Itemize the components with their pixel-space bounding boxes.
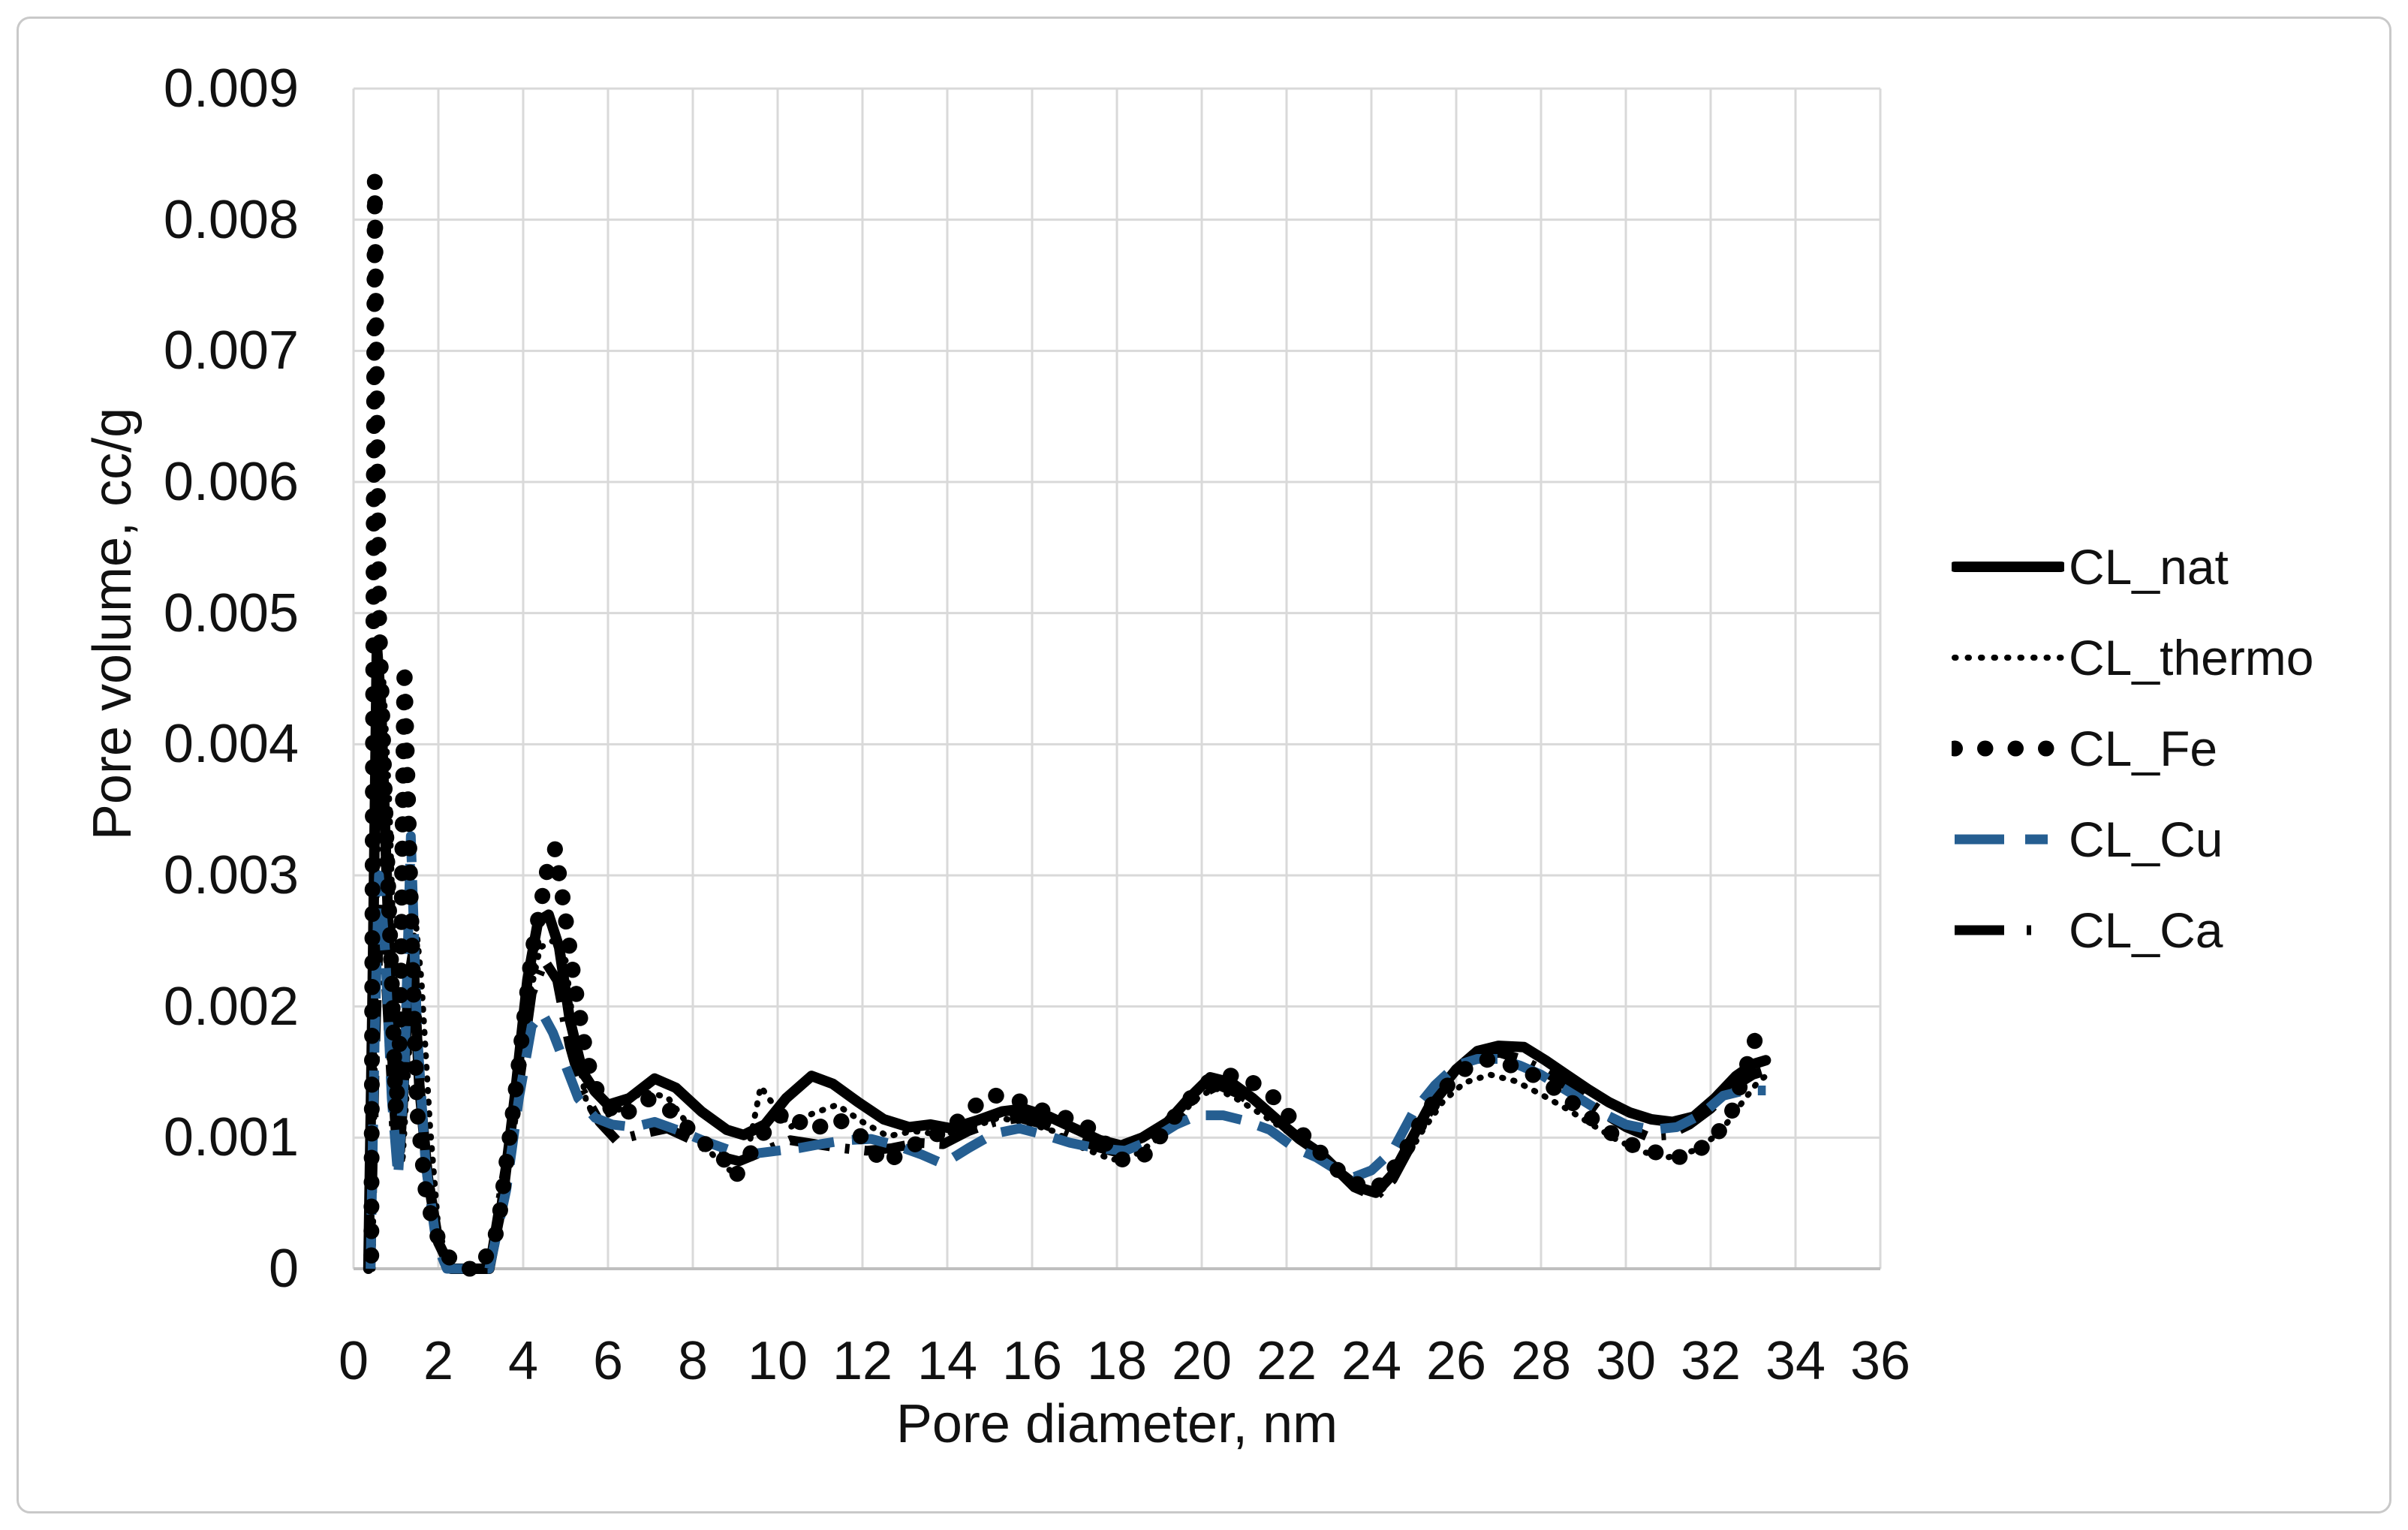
legend-item-CL_Ca: CL_Ca	[1952, 884, 2314, 975]
y-tick-label: 0.006	[163, 452, 299, 512]
x-tick-label: 4	[507, 1331, 539, 1391]
legend-label: CL_Ca	[2069, 902, 2223, 958]
x-tick-label: 8	[677, 1331, 709, 1391]
y-tick-label: 0.007	[163, 321, 299, 381]
x-tick-label: 18	[1086, 1331, 1148, 1391]
legend-label: CL_nat	[2069, 538, 2229, 595]
legend-item-CL_Cu: CL_Cu	[1952, 794, 2314, 884]
y-tick-label: 0.005	[163, 583, 299, 643]
legend-item-CL_thermo: CL_thermo	[1952, 612, 2314, 703]
series-CL_nat	[363, 640, 1771, 1274]
x-tick-label: 30	[1595, 1331, 1657, 1391]
legend-item-CL_nat: CL_nat	[1952, 521, 2314, 612]
x-tick-label: 20	[1171, 1331, 1233, 1391]
x-tick-label: 14	[917, 1331, 978, 1391]
x-tick-label: 34	[1765, 1331, 1826, 1391]
x-tick-label: 28	[1510, 1331, 1572, 1391]
x-tick-label: 12	[832, 1331, 893, 1391]
legend-line-sample-dot-fine-icon	[1952, 654, 2064, 661]
legend-label: CL_thermo	[2069, 629, 2314, 685]
x-tick-label: 26	[1425, 1331, 1487, 1391]
plot-area	[352, 87, 1882, 1277]
y-tick-label: 0.008	[163, 189, 299, 250]
x-axis-title: Pore diameter, nm	[895, 1394, 1338, 1454]
y-tick-label: 0.009	[163, 59, 299, 119]
legend-item-CL_Fe: CL_Fe	[1952, 703, 2314, 794]
y-tick-label: 0.002	[163, 976, 299, 1037]
y-tick-label: 0	[268, 1239, 299, 1299]
chart-canvas	[352, 87, 1882, 1277]
x-tick-label: 6	[592, 1331, 624, 1391]
series-CL_Cu	[366, 831, 1766, 1274]
x-tick-label: 36	[1850, 1331, 1911, 1391]
x-tick-label: 16	[1001, 1331, 1063, 1391]
legend-label: CL_Cu	[2069, 811, 2223, 867]
x-tick-label: 2	[423, 1331, 454, 1391]
y-tick-label: 0.001	[163, 1107, 299, 1168]
series-CL_Fe	[363, 172, 1770, 1277]
legend-line-sample-dot-large-icon	[1952, 740, 2064, 756]
y-tick-label: 0.003	[163, 845, 299, 905]
figure-frame	[17, 17, 2391, 1513]
legend-line-sample-dash-icon	[1955, 834, 2061, 844]
series-CL_thermo	[369, 676, 1769, 1272]
legend-line-sample-dash-dot-icon	[1955, 925, 2061, 935]
x-tick-label: 22	[1256, 1331, 1317, 1391]
legend-line-sample-solid-icon	[1952, 561, 2064, 572]
y-tick-label: 0.004	[163, 714, 299, 775]
x-tick-label: 24	[1341, 1331, 1402, 1391]
x-tick-label: 10	[747, 1331, 808, 1391]
legend: CL_nat CL_thermo CL_Fe CL_Cu CL_Ca	[1952, 521, 2314, 975]
x-tick-label: 32	[1680, 1331, 1741, 1391]
legend-label: CL_Fe	[2069, 720, 2218, 776]
x-tick-label: 0	[338, 1331, 369, 1391]
